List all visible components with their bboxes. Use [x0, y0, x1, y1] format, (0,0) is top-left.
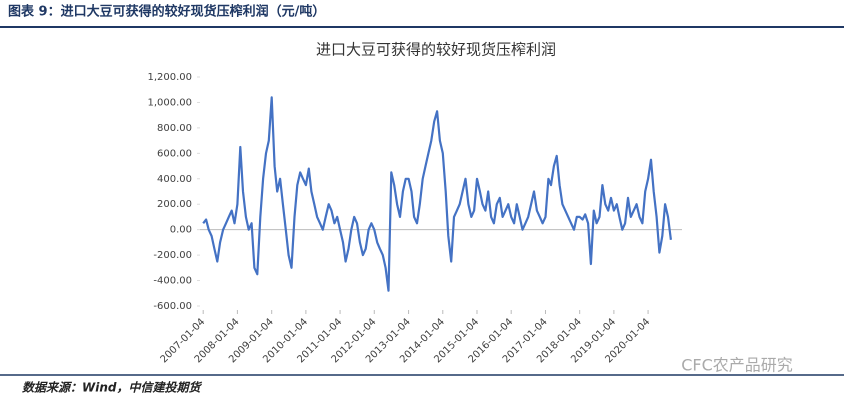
y-tick-label: 400.00	[157, 174, 192, 185]
y-tick-label: -200.00	[153, 250, 192, 261]
chart-title: 进口大豆可获得的较好现货压榨利润	[316, 41, 556, 59]
watermark: CFC农产品研究	[681, 356, 793, 375]
source: 数据来源：Wind，中信建投期货	[22, 381, 202, 395]
series-line	[202, 96, 672, 292]
y-tick-label: 800.00	[157, 123, 192, 134]
header: 图表 9：进口大豆可获得的较好现货压榨利润（元/吨）	[8, 4, 325, 20]
y-tick-label: 1,000.00	[147, 97, 192, 108]
y-tick-label: 0.00	[170, 225, 192, 236]
y-tick-label: 200.00	[157, 199, 192, 210]
y-tick-label: 1,200.00	[147, 72, 192, 83]
y-tick-label: -400.00	[153, 276, 192, 287]
y-tick-label: -600.00	[153, 301, 192, 312]
y-tick-label: 600.00	[157, 148, 192, 159]
